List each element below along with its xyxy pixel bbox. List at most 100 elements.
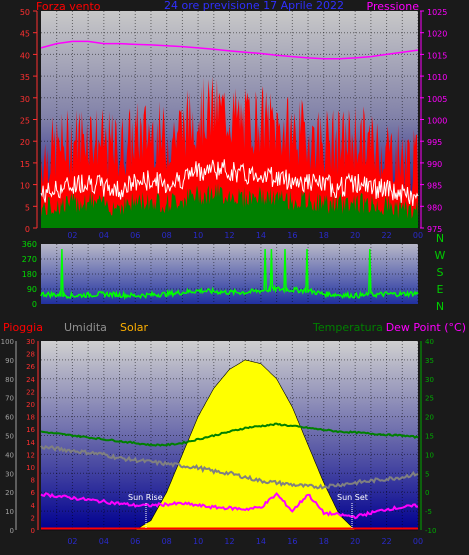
temperature-tick-label: 5 — [425, 470, 429, 478]
compass-letter: N — [436, 232, 444, 245]
weather-x-tick-label: 10 — [193, 537, 203, 546]
pressure-series — [40, 40, 419, 60]
wind-x-tick-label: 04 — [99, 231, 109, 240]
rain-tick-label: 0 — [31, 527, 35, 535]
wind-x-tick-label: 20 — [350, 231, 360, 240]
wind-axis-label: Forza vento — [36, 0, 101, 13]
weather-x-tick-label: 14 — [256, 537, 266, 546]
rain-tick-label: 2 — [31, 514, 35, 522]
pressure-tick-label: 1000 — [427, 117, 447, 126]
rain-tick-label: 4 — [31, 502, 36, 510]
weather-x-tick-label: 08 — [162, 537, 172, 546]
rain-tick-label: 24 — [26, 376, 35, 384]
pressure-tick-label: 995 — [427, 138, 442, 147]
pressure-tick-label: 980 — [427, 203, 442, 212]
wind-tick-label: 10 — [20, 182, 30, 191]
temperature-series — [40, 422, 419, 447]
wind-x-axis: 02 04 06 08 10 12 14 16 18 20 22 00 — [67, 231, 423, 240]
wind-avg-series — [40, 159, 419, 207]
pressure-tick-label: 1005 — [427, 95, 447, 104]
rain-tick-label: 20 — [26, 401, 35, 409]
compass-letter: E — [437, 283, 444, 296]
temperature-axis: -10 -5 0 5 10 15 20 25 30 35 40 — [420, 338, 436, 535]
temperature-tick-label: 25 — [425, 395, 434, 403]
rain-tick-label: 28 — [26, 351, 35, 359]
wind-x-tick-label: 12 — [224, 231, 234, 240]
chart-title: 24 ore previsione 17 Aprile 2022 — [164, 0, 344, 12]
rain-tick-label: 14 — [26, 439, 35, 447]
sunrise-label: Sun Rise — [128, 493, 163, 502]
temperature-tick-label: 40 — [425, 338, 434, 346]
rain-tick-label: 16 — [26, 426, 35, 434]
wind-tick-label: 30 — [20, 95, 30, 104]
pressure-tick-label: 1015 — [427, 51, 447, 60]
rain-tick-label: 6 — [31, 489, 36, 497]
direction-tick-label: 270 — [22, 255, 37, 264]
dewpoint-series — [40, 491, 419, 520]
temperature-tick-label: -10 — [425, 527, 436, 535]
wind-tick-label: 20 — [20, 138, 30, 147]
pressure-tick-label: 1010 — [427, 73, 447, 82]
humidity-tick-label: 20 — [5, 489, 14, 497]
wind-tick-label: 15 — [20, 160, 30, 169]
rain-tick-label: 8 — [31, 477, 35, 485]
wind-tick-label: 40 — [20, 51, 30, 60]
wind-x-tick-label: 22 — [381, 231, 391, 240]
weather-x-tick-label: 12 — [224, 537, 234, 546]
temperature-label: Temperatura — [312, 321, 383, 334]
wind-tick-label: 45 — [20, 30, 30, 39]
temperature-tick-label: 35 — [425, 357, 434, 365]
wind-x-tick-label: 06 — [130, 231, 140, 240]
temperature-tick-label: 15 — [425, 433, 434, 441]
rain-label: Pioggia — [3, 321, 43, 334]
humidity-tick-label: 100 — [1, 338, 14, 346]
humidity-axis: 0 10 20 30 40 50 60 70 80 90 100 — [1, 338, 17, 535]
weather-x-tick-label: 00 — [413, 537, 423, 546]
humidity-tick-label: 50 — [5, 433, 14, 441]
rain-tick-label: 30 — [26, 338, 35, 346]
dewpoint-label: Dew Point (°C) — [386, 321, 466, 334]
rain-tick-label: 12 — [26, 451, 35, 459]
humidity-tick-label: 30 — [5, 470, 14, 478]
wind-tick-label: 5 — [25, 203, 30, 212]
rain-tick-label: 10 — [26, 464, 35, 472]
temperature-tick-label: 20 — [425, 414, 434, 422]
direction-left-axis: 0 90 180 270 360 — [22, 240, 37, 309]
direction-grid — [41, 244, 419, 304]
temperature-tick-label: -5 — [425, 508, 432, 516]
weather-x-tick-label: 22 — [381, 537, 391, 546]
wind-gust-series — [41, 76, 418, 229]
humidity-tick-label: 40 — [5, 451, 14, 459]
rain-tick-label: 18 — [26, 414, 35, 422]
wind-x-tick-label: 14 — [256, 231, 266, 240]
wind-tick-label: 50 — [20, 8, 30, 17]
humidity-tick-label: 60 — [5, 414, 14, 422]
wind-x-tick-label: 16 — [287, 231, 297, 240]
weather-x-tick-label: 18 — [319, 537, 329, 546]
direction-series — [40, 248, 419, 301]
wind-x-tick-label: 02 — [67, 231, 77, 240]
pressure-tick-label: 985 — [427, 182, 442, 191]
pressure-right-axis: 975 980 985 990 995 1000 1005 1010 1015 1020 1025 — [420, 8, 447, 234]
wind-tick-label: 35 — [20, 73, 30, 82]
compass-letter: S — [437, 266, 444, 279]
wind-low-series — [41, 183, 418, 228]
temperature-tick-label: 0 — [425, 489, 429, 497]
compass-letter: W — [435, 249, 446, 262]
humidity-tick-label: 0 — [10, 527, 14, 535]
temperature-tick-label: 30 — [425, 376, 434, 384]
pressure-tick-label: 975 — [427, 225, 442, 234]
pressure-tick-label: 1020 — [427, 30, 447, 39]
weather-x-tick-label: 02 — [67, 537, 77, 546]
compass-letter: N — [436, 300, 444, 313]
direction-series — [40, 248, 419, 301]
direction-tick-label: 180 — [22, 270, 37, 279]
humidity-tick-label: 70 — [5, 395, 14, 403]
weather-x-tick-label: 04 — [99, 537, 109, 546]
rain-tick-label: 22 — [26, 388, 35, 396]
humidity-tick-label: 10 — [5, 508, 14, 516]
rain-tick-label: 26 — [26, 363, 35, 371]
